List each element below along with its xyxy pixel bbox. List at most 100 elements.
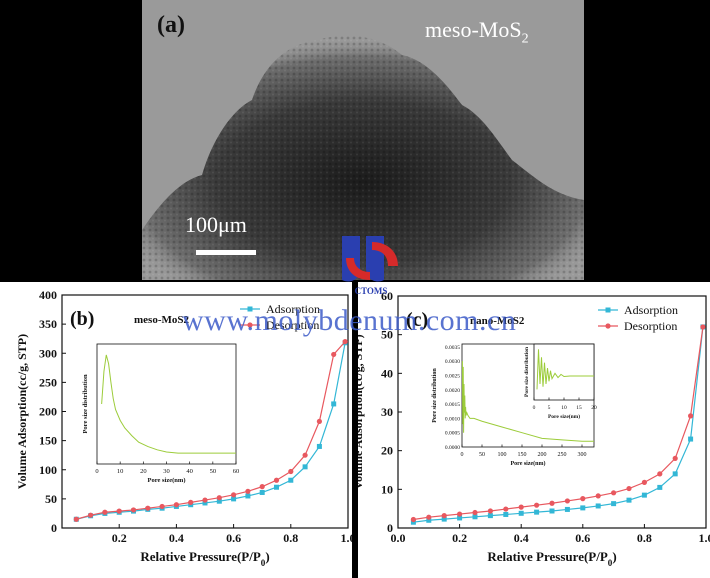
y-tick-label: 30 xyxy=(381,405,393,419)
y-tick-label: 400 xyxy=(39,288,57,302)
inset-x-tick-label: 20 xyxy=(591,405,597,411)
y-tick-label: 20 xyxy=(381,444,393,458)
inset-x-tick-label: 10 xyxy=(561,405,567,411)
data-point-desorption xyxy=(331,351,337,358)
panel-label: (c) xyxy=(406,309,428,331)
data-point-desorption xyxy=(641,479,647,485)
data-point-adsorption xyxy=(626,497,632,503)
y-tick-label: 250 xyxy=(39,375,57,389)
y-tick-label: 10 xyxy=(381,482,393,496)
inset-y-tick-label: 0.0030 xyxy=(445,359,460,365)
inset-x-tick-label: 50 xyxy=(479,452,485,458)
data-point-adsorption xyxy=(245,493,251,499)
inset-y-tick-label: 0.0015 xyxy=(445,402,460,408)
data-point-desorption xyxy=(245,488,251,494)
data-point-desorption xyxy=(472,509,478,516)
inset-x-tick-label: 150 xyxy=(518,452,527,458)
inset-curve xyxy=(461,361,594,442)
y-tick-label: 60 xyxy=(381,289,393,303)
inset-y-label: Pore size distribution xyxy=(524,347,530,397)
data-point-desorption xyxy=(102,509,108,515)
data-point-adsorption xyxy=(457,515,463,521)
data-point-adsorption xyxy=(503,511,509,517)
data-point-adsorption xyxy=(441,516,447,522)
y-tick-label: 100 xyxy=(39,463,57,477)
inset-y-tick-label: 0.0005 xyxy=(445,431,460,437)
data-point-adsorption xyxy=(487,513,493,519)
chart-c: 01020304050600.00.20.40.60.81.0Relative … xyxy=(358,289,710,568)
inset-x-tick-label: 200 xyxy=(538,452,547,458)
scale-bar-label: 100μm xyxy=(185,212,247,237)
data-point-adsorption xyxy=(534,509,540,515)
watermark-text: www.molybdenum.com.cn xyxy=(182,304,517,337)
data-point-desorption xyxy=(73,516,79,522)
data-point-desorption xyxy=(145,505,151,511)
x-tick-label: 0.0 xyxy=(391,531,406,545)
data-point-desorption xyxy=(595,493,601,499)
data-point-adsorption xyxy=(688,436,694,442)
tem-image xyxy=(142,35,584,280)
data-point-desorption xyxy=(259,484,265,490)
y-tick-label: 0 xyxy=(387,521,393,535)
inset-x-tick-label: 100 xyxy=(498,452,507,458)
inset-x-tick-label: 60 xyxy=(233,468,240,475)
inset-x-tick-label: 50 xyxy=(210,468,217,475)
panel-label: (b) xyxy=(70,308,94,330)
data-point-adsorption xyxy=(410,519,416,525)
data-point-desorption xyxy=(549,500,555,506)
y-tick-label: 200 xyxy=(39,405,57,419)
data-point-adsorption xyxy=(231,496,237,502)
data-point-adsorption xyxy=(202,500,208,506)
data-point-desorption xyxy=(288,468,294,475)
inset-y-tick-label: 0.0010 xyxy=(445,416,460,422)
y-tick-label: 0 xyxy=(51,521,57,535)
inset-y-label: Pore size distribution xyxy=(82,374,89,433)
data-point-desorption xyxy=(316,418,322,425)
ctoms-logo-icon: CTOMS xyxy=(342,236,398,296)
x-axis-label: Relative Pressure(P/P0) xyxy=(487,549,616,568)
inset-frame xyxy=(96,343,237,465)
data-point-adsorption xyxy=(316,443,322,449)
legend-label: Desorption xyxy=(266,318,319,332)
tem-image-panel: (a) meso-MoS2 100μm xyxy=(142,0,584,280)
scale-bar xyxy=(196,250,256,255)
data-point-desorption xyxy=(273,477,280,483)
sample-label: nano-MoS2 xyxy=(470,315,525,327)
x-axis-label: Relative Pressure(P/P0) xyxy=(140,549,269,568)
data-point-adsorption xyxy=(331,401,337,407)
y-tick-label: 150 xyxy=(39,434,57,448)
data-point-adsorption xyxy=(595,503,601,509)
y-tick-label: 50 xyxy=(45,492,57,506)
data-point-desorption xyxy=(302,452,308,458)
inset-x-tick-label: 0 xyxy=(95,468,98,475)
data-point-desorption xyxy=(657,471,663,477)
inset-x-tick-label: 40 xyxy=(186,468,193,475)
data-point-desorption xyxy=(202,497,208,503)
inset-x-tick-label: 0 xyxy=(461,452,464,458)
legend-label: Desorption xyxy=(624,319,677,333)
inset-x-tick-label: 250 xyxy=(558,452,567,458)
inset-y-tick-label: 0.0020 xyxy=(445,388,460,394)
data-point-desorption xyxy=(173,502,179,508)
x-tick-label: 0.4 xyxy=(169,531,184,545)
data-point-desorption xyxy=(518,504,524,510)
inset-x-tick-label: 0 xyxy=(533,405,536,411)
x-tick-label: 0.8 xyxy=(283,531,298,545)
inset-y-tick-label: 0.0035 xyxy=(445,345,460,351)
data-point-desorption xyxy=(626,485,632,492)
legend-label: Adsorption xyxy=(266,302,320,316)
y-axis-label: Volume Adsorption(cc/g, STP) xyxy=(15,334,29,489)
data-point-desorption xyxy=(580,496,586,502)
legend-marker xyxy=(247,322,253,328)
inset-x-tick-label: 30 xyxy=(163,468,170,475)
y-tick-label: 350 xyxy=(39,317,57,331)
series-line-adsorption xyxy=(413,326,704,523)
inset-curve xyxy=(101,354,236,454)
data-point-adsorption xyxy=(274,484,279,490)
panel-c: 01020304050600.00.20.40.60.81.0Relative … xyxy=(358,282,710,578)
x-tick-label: 0.6 xyxy=(226,531,241,545)
y-tick-label: 300 xyxy=(39,346,57,360)
data-point-desorption xyxy=(188,499,194,505)
data-point-adsorption xyxy=(259,489,265,495)
data-point-adsorption xyxy=(426,517,432,523)
